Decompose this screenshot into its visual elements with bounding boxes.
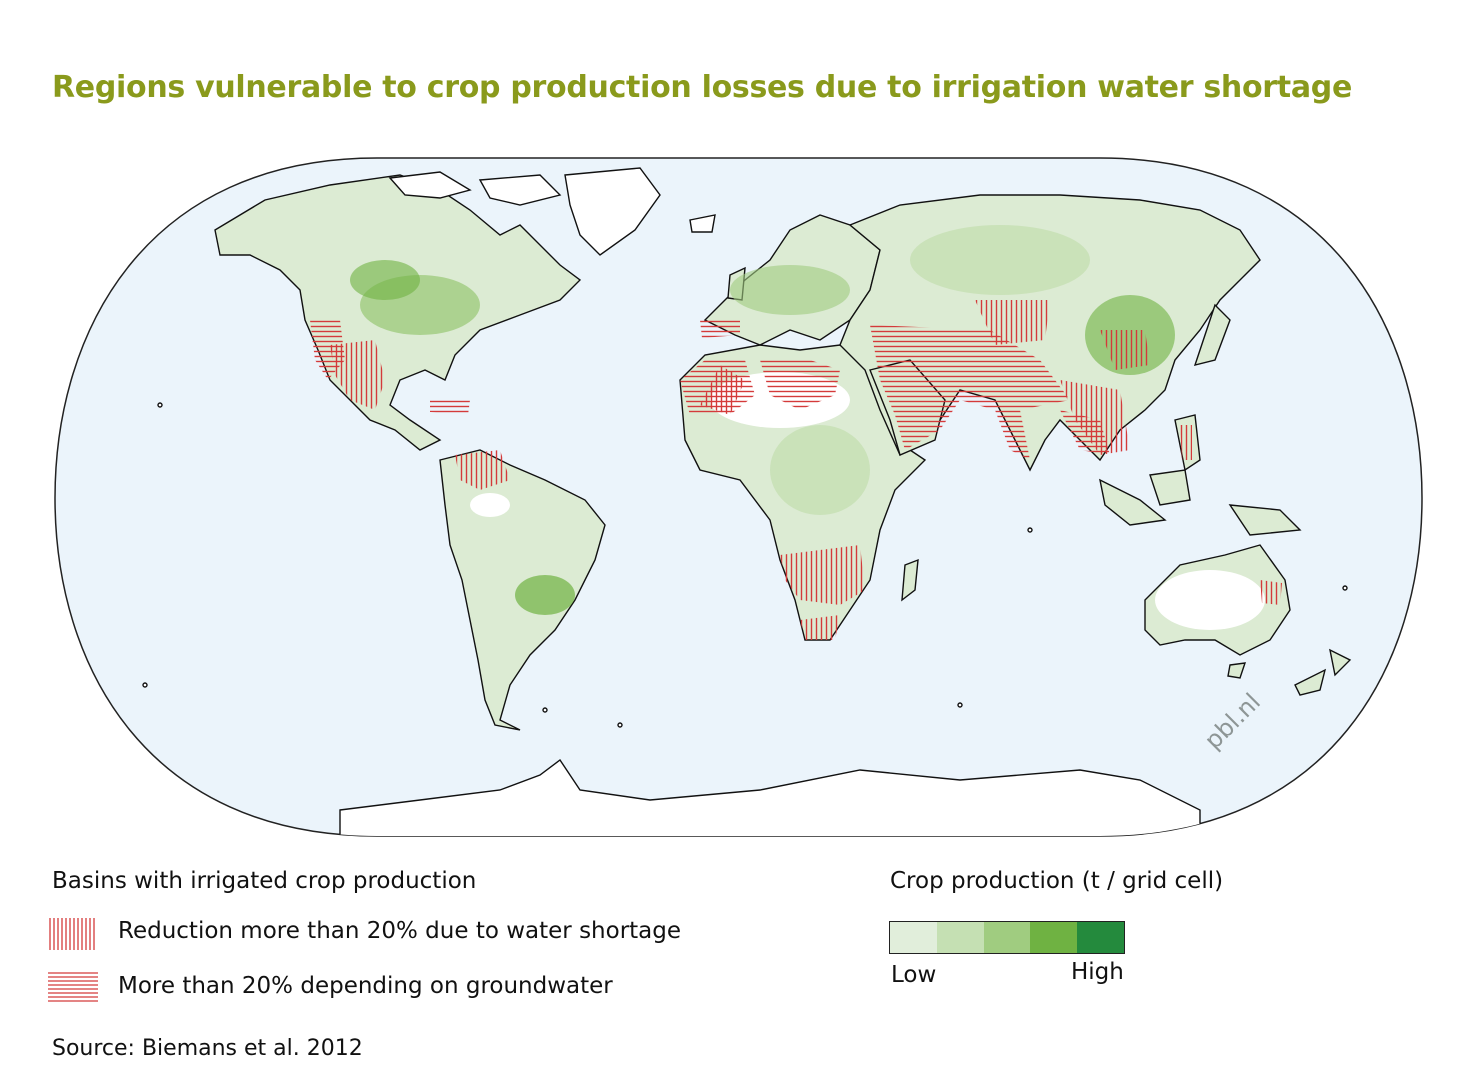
crop-color-scale	[889, 921, 1125, 954]
scale-swatch-3	[1030, 922, 1078, 953]
scale-swatch-2	[983, 922, 1031, 953]
legend-item-groundwater: More than 20% depending on groundwater	[118, 973, 613, 999]
legend-item-water-shortage: Reduction more than 20% due to water sho…	[118, 918, 682, 944]
map-title: Regions vulnerable to crop production lo…	[52, 70, 1352, 105]
greenland	[564, 167, 661, 256]
basins-legend-title: Basins with irrigated crop production	[52, 868, 477, 894]
source-note: Source: Biemans et al. 2012	[52, 1036, 363, 1061]
scale-swatch-0	[890, 922, 937, 953]
scale-low-label: Low	[891, 962, 937, 988]
vertical-hatch-swatch	[49, 918, 95, 950]
scale-swatch-1	[936, 922, 984, 953]
horizontal-hatch-swatch	[48, 972, 98, 1002]
scale-high-label: High	[1071, 959, 1124, 985]
crop-legend-title: Crop production (t / grid cell)	[890, 868, 1224, 894]
scale-swatch-4	[1077, 922, 1124, 953]
world-map	[54, 157, 1423, 837]
